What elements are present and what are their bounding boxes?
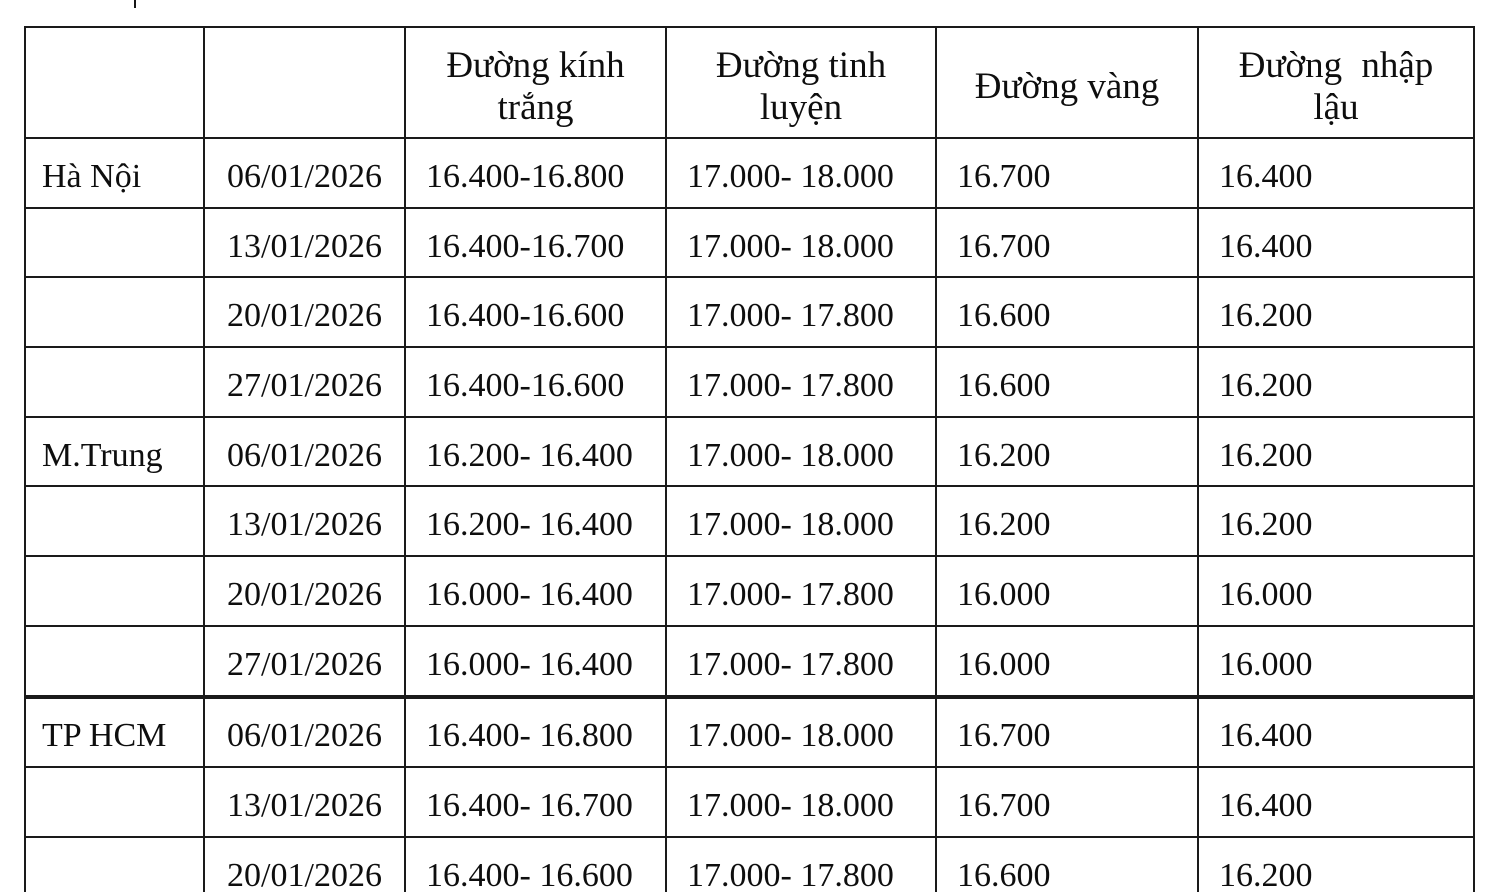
price-cell: 16.000 xyxy=(935,624,1199,698)
table-row: 13/01/2026 16.400-16.700 17.000- 18.000 16.… xyxy=(24,206,1475,279)
date-cell: 20/01/2026 xyxy=(203,555,406,627)
date-cell: 27/01/2026 xyxy=(203,346,406,418)
table-row: 13/01/2026 16.400- 16.700 17.000- 18.000 16… xyxy=(24,766,1475,838)
price-cell: 16.200 xyxy=(935,415,1199,488)
column-header-region xyxy=(24,26,205,139)
table-row: 13/01/2026 16.200- 16.400 17.000- 18.000 16… xyxy=(24,485,1475,558)
region-cell xyxy=(24,624,205,698)
price-cell: 16.400 xyxy=(1197,206,1475,279)
date-cell: 20/01/2026 xyxy=(203,276,406,349)
table-row: M.Trung 06/01/2026 16.200- 16.400 17.000- 1… xyxy=(24,415,1475,488)
table-header-row: Đường kính trắng Đường tinh luyện Đường vàng… xyxy=(24,26,1475,139)
price-cell: 16.000- 16.400 xyxy=(404,624,667,698)
price-cell: 16.200 xyxy=(1197,276,1475,349)
date-cell: 06/01/2026 xyxy=(203,694,406,769)
price-cell: 16.200- 16.400 xyxy=(404,415,667,488)
region-cell xyxy=(24,766,205,838)
column-header-kinh-trang: Đường kính trắng xyxy=(404,26,667,139)
price-cell: 16.000- 16.400 xyxy=(404,555,667,627)
region-cell xyxy=(24,206,205,279)
price-cell: 16.200- 16.400 xyxy=(404,485,667,558)
price-cell: 16.700 xyxy=(935,694,1199,769)
price-cell: 16.400-16.700 xyxy=(404,206,667,279)
price-cell: 16.000 xyxy=(1197,555,1475,627)
price-cell: 17.000- 17.800 xyxy=(665,276,937,349)
table-row: 20/01/2026 16.400- 16.600 17.000- 17.800 16… xyxy=(24,835,1475,892)
table-row: 20/01/2026 16.000- 16.400 17.000- 17.800 16… xyxy=(24,555,1475,627)
date-cell: 13/01/2026 xyxy=(203,766,406,838)
date-cell: 06/01/2026 xyxy=(203,137,406,209)
column-header-date xyxy=(203,26,406,139)
table-row: 20/01/2026 16.400-16.600 17.000- 17.800 16.… xyxy=(24,276,1475,349)
price-cell: 16.400- 16.600 xyxy=(404,835,667,892)
price-cell: 16.700 xyxy=(935,766,1199,838)
table-row: TP HCM 06/01/2026 16.400- 16.800 17.000- 18… xyxy=(24,694,1475,769)
table-row: 27/01/2026 16.400-16.600 17.000- 17.800 16.… xyxy=(24,346,1475,418)
region-cell: Hà Nội xyxy=(24,137,205,209)
price-cell: 17.000- 18.000 xyxy=(665,206,937,279)
price-cell: 16.200 xyxy=(1197,485,1475,558)
price-cell: 16.000 xyxy=(1197,624,1475,698)
price-cell: 17.000- 18.000 xyxy=(665,694,937,769)
price-cell: 16.600 xyxy=(935,276,1199,349)
date-cell: 20/01/2026 xyxy=(203,835,406,892)
region-cell xyxy=(24,485,205,558)
price-cell: 17.000- 17.800 xyxy=(665,624,937,698)
price-cell: 17.000- 18.000 xyxy=(665,485,937,558)
table-row: 27/01/2026 16.000- 16.400 17.000- 17.800 16… xyxy=(24,624,1475,698)
price-cell: 16.700 xyxy=(935,206,1199,279)
price-cell: 16.400-16.600 xyxy=(404,276,667,349)
price-cell: 16.700 xyxy=(935,137,1199,209)
column-header-nhap-lau: Đường nhập lậu xyxy=(1197,26,1475,139)
price-cell: 16.400 xyxy=(1197,137,1475,209)
region-cell xyxy=(24,346,205,418)
price-cell: 17.000- 18.000 xyxy=(665,415,937,488)
date-cell: 27/01/2026 xyxy=(203,624,406,698)
price-cell: 16.000 xyxy=(935,555,1199,627)
price-cell: 17.000- 17.800 xyxy=(665,835,937,892)
stray-vertical-tick xyxy=(134,0,136,8)
date-cell: 13/01/2026 xyxy=(203,485,406,558)
table-row: Hà Nội 06/01/2026 16.400-16.800 17.000- 18.… xyxy=(24,137,1475,209)
price-cell: 16.400 xyxy=(1197,694,1475,769)
region-cell xyxy=(24,835,205,892)
date-cell: 13/01/2026 xyxy=(203,206,406,279)
price-cell: 16.200 xyxy=(1197,415,1475,488)
region-cell xyxy=(24,276,205,349)
price-cell: 16.400- 16.700 xyxy=(404,766,667,838)
price-cell: 16.400 xyxy=(1197,766,1475,838)
date-cell: 06/01/2026 xyxy=(203,415,406,488)
column-header-tinh-luyen: Đường tinh luyện xyxy=(665,26,937,139)
region-cell xyxy=(24,555,205,627)
price-cell: 16.200 xyxy=(1197,835,1475,892)
region-cell: TP HCM xyxy=(24,694,205,769)
sugar-price-table: Đường kính trắng Đường tinh luyện Đường vàng… xyxy=(24,26,1475,892)
price-cell: 16.400-16.600 xyxy=(404,346,667,418)
price-cell: 17.000- 18.000 xyxy=(665,766,937,838)
price-cell: 17.000- 17.800 xyxy=(665,346,937,418)
price-cell: 16.400- 16.800 xyxy=(404,694,667,769)
price-cell: 16.200 xyxy=(935,485,1199,558)
column-header-vang: Đường vàng xyxy=(935,26,1199,139)
region-cell: M.Trung xyxy=(24,415,205,488)
price-cell: 16.600 xyxy=(935,346,1199,418)
price-cell: 17.000- 18.000 xyxy=(665,137,937,209)
price-cell: 17.000- 17.800 xyxy=(665,555,937,627)
price-cell: 16.600 xyxy=(935,835,1199,892)
price-cell: 16.400-16.800 xyxy=(404,137,667,209)
table-body: Hà Nội 06/01/2026 16.400-16.800 17.000- 18.… xyxy=(24,137,1475,892)
price-cell: 16.200 xyxy=(1197,346,1475,418)
